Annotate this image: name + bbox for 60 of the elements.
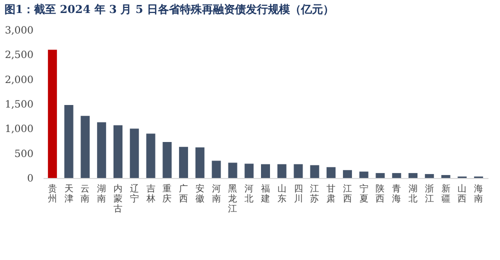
- bar: [244, 164, 254, 178]
- bar: [342, 170, 352, 178]
- x-tick-label: 陕西: [376, 184, 385, 204]
- x-tick-label: 海南: [474, 184, 484, 204]
- chart-title: 图1：截至 2024 年 3 月 5 日各省特殊再融资债发行规模（亿元）: [4, 3, 334, 16]
- x-tick-label: 内蒙古: [113, 184, 122, 214]
- x-tick-label: 甘肃: [326, 184, 336, 204]
- bar: [310, 165, 320, 178]
- bar: [130, 128, 139, 178]
- y-tick-label: 500: [14, 148, 34, 160]
- x-tick-label: 山东: [277, 184, 286, 204]
- bar: [64, 104, 74, 178]
- x-tick-label: 山西: [458, 184, 467, 204]
- bar: [359, 172, 368, 178]
- x-tick-label: 新疆: [441, 184, 450, 204]
- bar: [392, 173, 402, 178]
- y-tick-label: 1,000: [4, 124, 34, 136]
- x-tick-label: 贵州: [48, 184, 57, 204]
- bar: [261, 164, 270, 178]
- y-tick-label: 1,500: [4, 100, 34, 110]
- x-tick-label: 吉林: [145, 184, 156, 204]
- bar: [195, 147, 204, 178]
- bar: [80, 116, 90, 178]
- bar: [441, 175, 450, 178]
- bar: [277, 164, 286, 178]
- x-tick-label: 天津: [64, 184, 74, 204]
- bar: [408, 173, 418, 178]
- y-tick-label: 3,000: [4, 26, 34, 36]
- bar: [48, 50, 57, 178]
- x-tick-label: 福建: [260, 184, 270, 204]
- y-tick-label: 2,000: [4, 74, 34, 86]
- bar: [113, 125, 122, 178]
- x-tick-label: 河南: [212, 184, 221, 204]
- x-tick-label: 河北: [244, 184, 254, 204]
- y-tick-label: 2,500: [4, 50, 34, 62]
- bar: [294, 164, 303, 178]
- bar: [228, 162, 238, 178]
- x-tick-label: 安徽: [195, 184, 204, 204]
- bar: [326, 167, 336, 178]
- x-tick-label: 江西: [342, 184, 352, 204]
- x-tick-label: 云南: [80, 184, 90, 204]
- bar: [146, 134, 156, 178]
- x-tick-label: 湖北: [408, 184, 418, 204]
- x-tick-label: 青海: [392, 184, 402, 204]
- x-tick-label: 宁夏: [359, 184, 368, 204]
- bar: [212, 160, 221, 178]
- bar: [376, 173, 385, 178]
- x-tick-label: 四川: [294, 184, 303, 204]
- x-tick-label: 辽宁: [130, 184, 139, 204]
- x-tick-label: 浙江: [424, 184, 434, 204]
- x-tick-label: 江苏: [310, 184, 320, 204]
- y-tick-label: 0: [27, 174, 34, 184]
- x-tick-label: 黑龙江: [228, 184, 238, 214]
- x-tick-label: 湖南: [97, 184, 106, 204]
- bar: [424, 174, 434, 178]
- x-tick-label: 重庆: [162, 184, 172, 204]
- x-tick-label: 广西: [179, 184, 188, 204]
- bar: [162, 142, 172, 178]
- bar: [97, 122, 106, 178]
- bar: [179, 146, 188, 178]
